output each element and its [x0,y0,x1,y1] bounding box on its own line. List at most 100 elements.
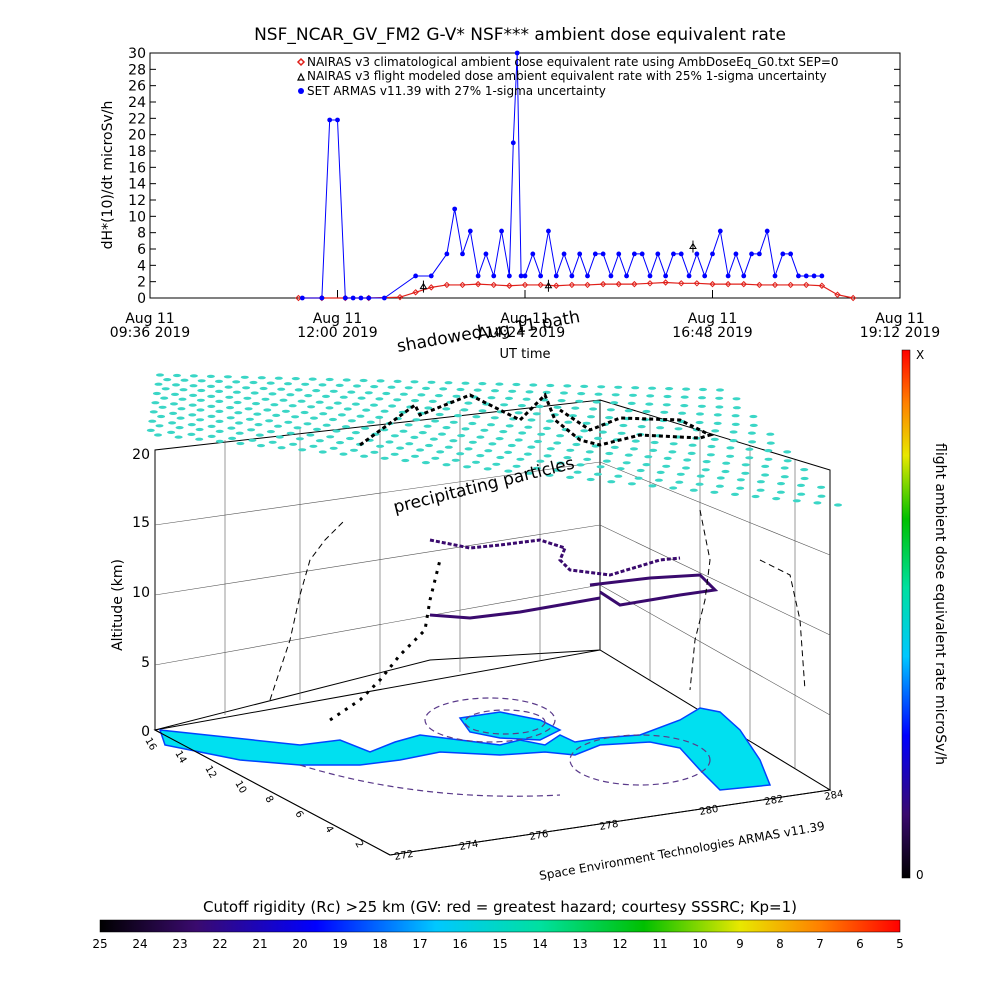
particle-mark [277,446,286,450]
cutoff-tick-label: 14 [532,937,547,951]
particle-mark [155,424,164,428]
legend-label-nairas-flight: NAIRAS v3 flight modeled dose ambient eq… [307,69,827,83]
data-point-armas [538,273,544,279]
x-tick-label-time: 14:24 2019 [485,325,565,341]
data-point-armas [796,273,801,279]
y-tick-label: 24 [128,95,146,111]
flight-path-mid [429,538,681,577]
data-point-nairas-clim [428,284,435,291]
data-point-armas [639,251,645,257]
legend-marker-nairas-flight [297,72,305,81]
particle-mark [172,383,180,387]
particle-mark [764,457,773,461]
particle-mark [196,408,205,412]
particle-mark [729,430,738,434]
particle-mark [614,474,623,478]
particle-mark [682,387,691,391]
particle-mark [226,406,234,410]
particle-mark [460,408,469,412]
y-tick-label: 16 [128,160,146,176]
svg-text:2: 2 [352,839,365,850]
particle-mark [682,466,690,470]
particle-mark [438,432,446,436]
x-axis-label: UT time [500,347,551,362]
x-tick-label-time: 09:36 2019 [110,325,190,341]
particle-mark [629,393,637,397]
data-point-nairas-flight [419,282,428,290]
particle-mark [662,403,671,407]
particle-mark [259,386,268,391]
particle-mark [813,501,822,505]
particle-mark [711,429,720,433]
particle-mark [310,416,318,420]
particle-mark [370,450,379,454]
particle-mark [364,391,373,395]
particle-mark [197,379,206,383]
particle-mark [797,483,805,487]
svg-text:278: 278 [599,819,620,833]
x-tick-label-date: Aug 11 [875,311,925,327]
particle-mark [656,470,665,474]
particle-mark [731,414,740,418]
data-point-nairas-clim [443,281,451,289]
particle-mark [243,396,252,400]
particle-mark [566,448,575,452]
particle-mark [235,431,244,435]
particle-mark [478,409,487,413]
particle-mark [268,440,277,444]
particle-mark [396,446,405,450]
particle-mark [312,389,321,393]
particle-mark [696,412,704,416]
y-tick-label: 6 [137,242,146,258]
particle-mark [524,471,533,475]
cutoff-tick-label: 20 [292,937,307,951]
particle-mark [173,373,181,378]
particle-mark [611,393,620,397]
particle-mark [289,442,298,446]
particle-mark [571,406,580,410]
particle-mark [715,405,724,409]
x-tick-label-time: 19:12 2019 [860,325,940,341]
y-tick-label: 26 [128,79,146,95]
data-point-nairas-clim [474,280,482,288]
particle-mark [680,395,689,399]
particle-mark [557,399,566,403]
particle-mark [265,419,274,423]
particle-mark [764,449,773,453]
particle-mark [294,388,303,392]
data-point-armas [647,273,653,279]
particle-mark [476,435,485,439]
cutoff-tick-label: 17 [412,937,427,951]
svg-text:272: 272 [394,849,415,863]
data-point-armas [444,251,450,257]
particle-mark [636,468,645,473]
series-line [302,52,822,299]
particle-mark [329,446,338,450]
particle-mark [517,404,526,408]
data-point-nairas-clim [709,280,716,288]
particle-mark [257,376,266,380]
particle-mark [508,389,517,393]
particle-mark [207,404,216,408]
particle-mark [146,428,155,432]
particle-mark [427,380,436,384]
particle-mark [586,477,595,482]
particle-mark [522,397,531,401]
particle-mark [347,390,356,394]
particle-mark [610,445,619,449]
particle-mark [168,421,177,425]
particle-mark [729,439,738,443]
particle-mark [215,429,224,433]
particle-mark [325,377,334,382]
particle-mark [343,407,352,411]
particle-mark [745,447,754,451]
particle-mark [605,416,614,420]
particle-mark [154,382,163,386]
particle-mark [429,437,438,441]
particle-mark [605,451,614,456]
particle-mark [606,408,615,412]
particle-mark [575,435,583,439]
particle-mark [442,463,451,467]
particle-mark [376,444,385,448]
